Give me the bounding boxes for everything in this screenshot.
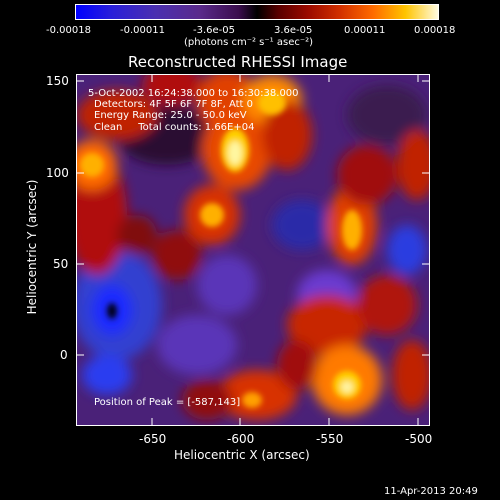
colorbar-tick-1: -0.00018 xyxy=(46,25,91,36)
plot-title: Reconstructed RHESSI Image xyxy=(128,53,348,71)
y-tick-label: 50 xyxy=(53,257,69,271)
y-tick-label: 150 xyxy=(46,74,69,88)
colorbar-unit-label: (photons cm⁻² s⁻¹ asec⁻²) xyxy=(184,37,314,48)
y-tick-label: 0 xyxy=(60,348,68,362)
x-tick-label: -600 xyxy=(227,432,255,446)
x-tick-label: -650 xyxy=(139,432,167,446)
x-axis-label: Heliocentric X (arcsec) xyxy=(174,448,310,462)
info-line-observation-time: 5-Oct-2002 16:24:38.000 to 16:30:38.000 xyxy=(88,88,299,99)
info-line-detectors: Detectors: 4F 5F 6F 7F 8F, Att 0 xyxy=(94,99,254,110)
colorbar-tick-6: 0.00018 xyxy=(414,25,456,36)
rhessi-image-panel xyxy=(76,74,430,426)
peak-position-label: Position of Peak = [-587,143] xyxy=(94,397,241,408)
footer-timestamp: 11-Apr-2013 20:49 xyxy=(384,486,478,497)
colorbar-tick-5: 0.00011 xyxy=(344,25,386,36)
colorbar-tick-4: 3.6e-05 xyxy=(274,25,313,36)
info-line-energy-range: Energy Range: 25.0 - 50.0 keV xyxy=(94,110,247,121)
x-tick-label: -500 xyxy=(405,432,433,446)
y-axis-label: Heliocentric Y (arcsec) xyxy=(25,179,39,315)
colorbar-tick-3: -3.6e-05 xyxy=(193,25,235,36)
colorbar-tick-2: -0.00011 xyxy=(120,25,165,36)
info-line-clean-counts: Clean Total counts: 1.66E+04 xyxy=(94,122,255,133)
x-tick-label: -550 xyxy=(316,432,344,446)
y-tick-label: 100 xyxy=(46,166,69,180)
rhessi-image xyxy=(77,75,429,425)
colorbar xyxy=(75,4,439,20)
